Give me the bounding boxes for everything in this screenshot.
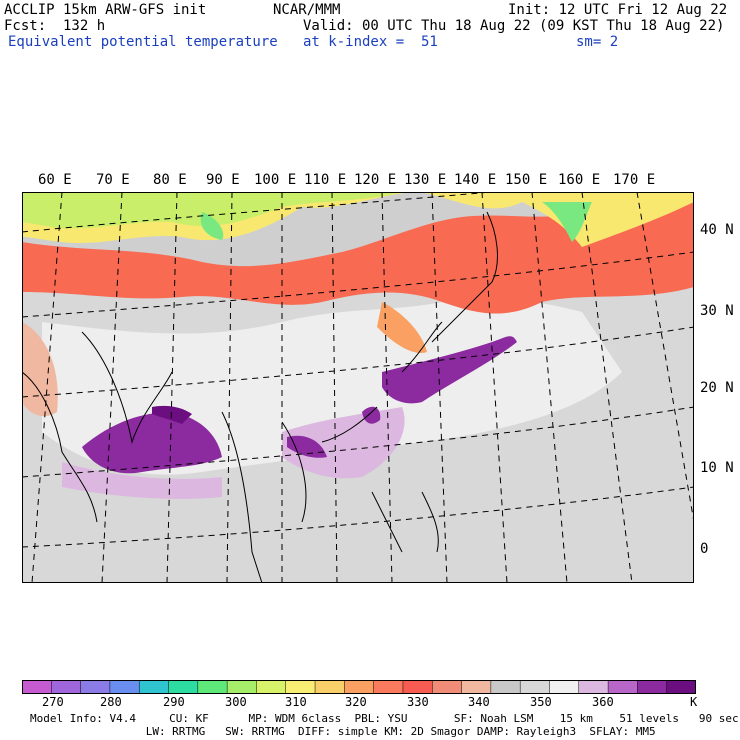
coastlines <box>22 211 498 583</box>
colorbar-cell <box>549 680 580 694</box>
colorbar-cell <box>197 680 228 694</box>
field-salmon-india <box>22 322 58 417</box>
lon-label-110e: 110 E <box>304 172 347 188</box>
field-green-patch <box>542 202 592 242</box>
field-purple-taiwan <box>362 406 381 424</box>
field-red-band <box>22 192 694 314</box>
lon-label-60e: 60 E <box>38 172 72 188</box>
model-title: ACCLIP 15km ARW-GFS init <box>4 2 207 18</box>
init-time: Init: 12 UTC Fri 12 Aug 22 <box>508 2 728 18</box>
theta-e-map <box>22 192 694 583</box>
lat-label-30n: 30 N <box>700 303 734 319</box>
colorbar-label-330: 330 <box>407 695 429 709</box>
colorbar-cell <box>344 680 375 694</box>
lat-label-10n: 10 N <box>700 460 734 476</box>
colorbar-cell <box>256 680 287 694</box>
field-name: Equivalent potential temperature <box>8 34 278 50</box>
lon-label-130e: 130 E <box>404 172 447 188</box>
model-info-line2: LW: RRTMG SW: RRTMG DIFF: simple KM: 2D … <box>0 725 656 738</box>
lon-label-80e: 80 E <box>153 172 187 188</box>
colorbar-label-290: 290 <box>163 695 185 709</box>
lon-label-90e: 90 E <box>206 172 240 188</box>
colorbar-label-unit: K <box>690 695 698 709</box>
field-lightgreen-band <box>22 192 402 229</box>
colorbar-cell <box>138 680 170 694</box>
field-purple-bay-of-bengal <box>82 412 222 474</box>
colorbar-cell <box>578 680 609 694</box>
colorbar-cell <box>22 680 53 694</box>
colorbar-cell <box>519 680 551 694</box>
colorbar-cell <box>607 680 639 694</box>
colorbar-cell <box>637 680 668 694</box>
colorbar-label-300: 300 <box>225 695 247 709</box>
colorbar <box>22 680 696 694</box>
field-purple-northwest-pacific <box>382 336 517 404</box>
org-label: NCAR/MMM <box>273 2 341 18</box>
forecast-hour: Fcst: 132 h <box>4 18 106 34</box>
colorbar-cell <box>168 680 199 694</box>
lat-label-20n: 20 N <box>700 380 734 396</box>
field-orange-pocket <box>377 302 427 353</box>
field-darkpurple-core <box>152 405 192 424</box>
lon-label-100e: 100 E <box>254 172 297 188</box>
lon-label-70e: 70 E <box>96 172 130 188</box>
colorbar-label-280: 280 <box>100 695 122 709</box>
colorbar-label-270: 270 <box>42 695 64 709</box>
colorbar-label-320: 320 <box>345 695 367 709</box>
lon-label-170e: 170 E <box>613 172 656 188</box>
field-green-patch-west <box>200 212 224 240</box>
colorbar-cell <box>461 680 492 694</box>
map-frame <box>22 192 694 583</box>
colorbar-cell <box>432 680 463 694</box>
colorbar-label-360: 360 <box>592 695 614 709</box>
field-lavender-south-china-sea <box>282 407 405 479</box>
smoothing-label: sm= 2 <box>576 34 619 50</box>
colorbar-cell <box>285 680 316 694</box>
lon-label-150e: 150 E <box>505 172 548 188</box>
colorbar-cell <box>373 680 404 694</box>
lat-label-0: 0 <box>700 541 709 557</box>
graticule <box>22 192 694 583</box>
colorbar-label-310: 310 <box>285 695 307 709</box>
colorbar-cell <box>226 680 258 694</box>
colorbar-cell <box>51 680 82 694</box>
colorbar-cell <box>314 680 346 694</box>
colorbar-cell <box>80 680 111 694</box>
lon-label-140e: 140 E <box>454 172 497 188</box>
level-label: at k-index = 51 <box>303 34 438 50</box>
lon-label-120e: 120 E <box>354 172 397 188</box>
field-lavender-band <box>62 462 222 499</box>
model-info-line1: Model Info: V4.4 CU: KF MP: WDM 6class P… <box>30 712 739 725</box>
colorbar-cell <box>666 680 696 694</box>
lat-label-40n: 40 N <box>700 222 734 238</box>
colorbar-cell <box>109 680 140 694</box>
lon-label-160e: 160 E <box>558 172 601 188</box>
colorbar-label-340: 340 <box>468 695 490 709</box>
colorbar-cell <box>402 680 434 694</box>
colorbar-cell <box>490 680 521 694</box>
valid-time: Valid: 00 UTC Thu 18 Aug 22 (09 KST Thu … <box>303 18 725 34</box>
colorbar-label-350: 350 <box>530 695 552 709</box>
